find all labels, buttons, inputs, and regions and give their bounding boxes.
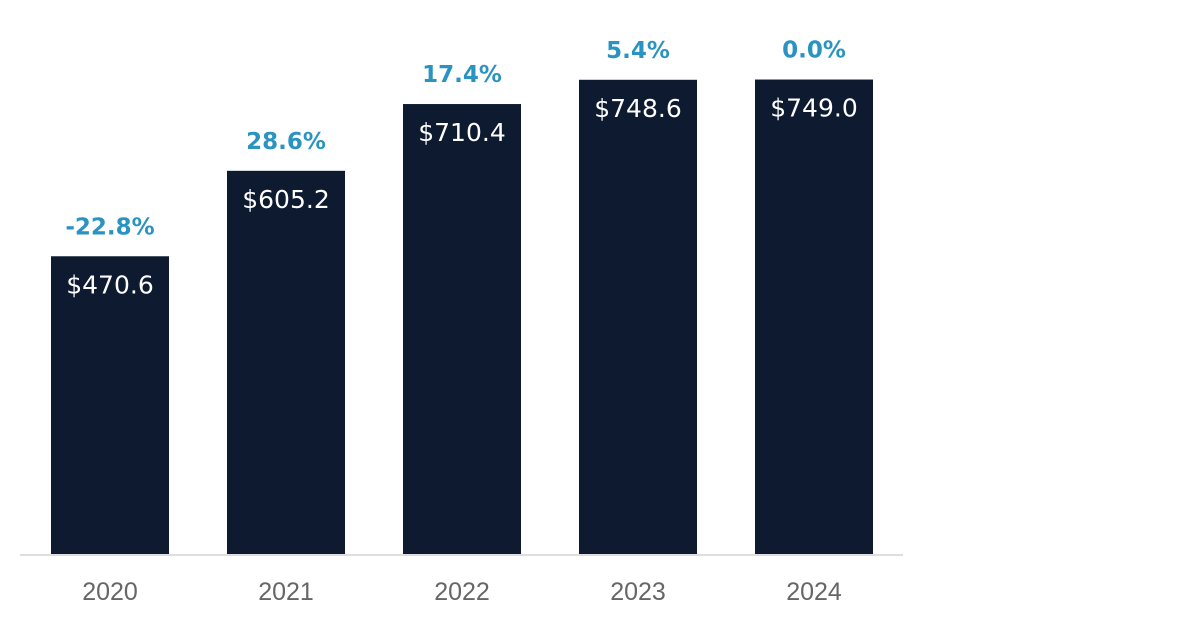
growth-label-2023: 5.4%	[606, 38, 670, 64]
x-tick-label-2020: 2020	[82, 578, 138, 606]
value-label-2024: $749.0	[770, 94, 857, 123]
growth-label-2020: -22.8%	[65, 214, 154, 240]
value-label-2021: $605.2	[242, 185, 329, 214]
value-label-2020: $470.6	[66, 270, 153, 299]
growth-label-2021: 28.6%	[246, 129, 326, 155]
x-tick-label-2022: 2022	[434, 578, 490, 606]
x-tick-label-2021: 2021	[258, 578, 314, 606]
growth-label-2022: 17.4%	[422, 62, 502, 88]
value-label-2023: $748.6	[594, 94, 681, 123]
value-labels-group: $470.6 $605.2 $710.4 $748.6 $749.0	[66, 94, 857, 300]
x-tick-label-2024: 2024	[786, 578, 842, 606]
x-axis-tick-labels: 2020 2021 2022 2023 2024	[82, 578, 842, 606]
growth-label-2024: 0.0%	[782, 38, 846, 64]
bar-2023	[579, 79, 697, 555]
bar-2024	[755, 79, 873, 556]
x-tick-label-2023: 2023	[610, 578, 666, 606]
bar-2020	[51, 256, 169, 555]
growth-labels-group: -22.8% 28.6% 17.4% 5.4% 0.0%	[65, 38, 846, 241]
bar-2021	[227, 170, 345, 556]
bar-2022	[403, 104, 521, 555]
value-label-2022: $710.4	[418, 118, 505, 147]
bars-group	[51, 79, 873, 556]
